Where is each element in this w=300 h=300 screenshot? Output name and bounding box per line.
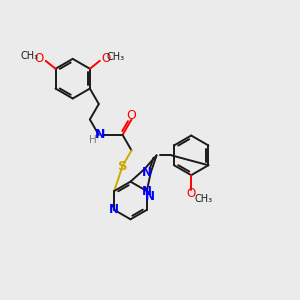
Text: O: O — [101, 52, 110, 65]
Text: O: O — [127, 109, 136, 122]
Text: O: O — [34, 52, 43, 65]
Text: O: O — [187, 188, 196, 200]
Text: N: N — [94, 128, 105, 141]
Text: CH₃: CH₃ — [21, 51, 39, 61]
Text: CH₃: CH₃ — [106, 52, 125, 62]
Text: N: N — [145, 190, 155, 202]
Text: N: N — [142, 184, 152, 198]
Text: H: H — [89, 135, 97, 145]
Text: S: S — [118, 160, 128, 173]
Text: N: N — [142, 166, 152, 178]
Text: N: N — [109, 203, 119, 216]
Text: CH₃: CH₃ — [194, 194, 212, 204]
